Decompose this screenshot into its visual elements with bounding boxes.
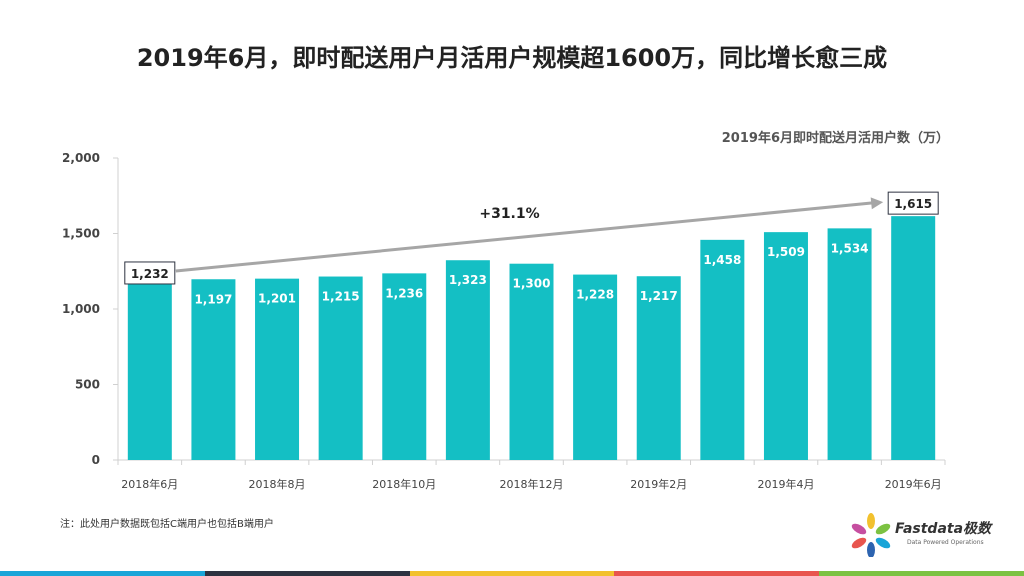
fastdata-logo: Fastdata极数 Data Powered Operations xyxy=(851,513,1011,561)
value-label-box xyxy=(887,191,939,215)
chart-title: 2019年6月，即时配送用户月活用户规模超1600万，同比增长愈三成 xyxy=(136,44,888,72)
bar xyxy=(763,232,808,460)
logo-name: Fastdata极数 xyxy=(895,521,992,537)
chart-series-label: 2019年6月即时配送月活用户数（万） xyxy=(721,131,949,146)
bar xyxy=(827,228,872,460)
footnote: 注：此处用户数据既包括C端用户也包括B端用户 xyxy=(60,519,274,530)
x-tick-label: 2018年10月 xyxy=(372,477,436,491)
x-tick-label: 2018年6月 xyxy=(121,477,178,491)
bar xyxy=(509,263,554,460)
value-label: 1,509 xyxy=(767,245,805,259)
bar xyxy=(127,273,172,460)
bar xyxy=(445,260,490,460)
flower-logo-icon xyxy=(851,513,891,558)
growth-arrow-head xyxy=(870,197,884,210)
bar xyxy=(700,239,745,460)
x-tick-label: 2019年4月 xyxy=(757,477,814,491)
x-tick-label: 2018年8月 xyxy=(249,477,306,491)
value-label: 1,215 xyxy=(322,290,360,304)
strip-segment-3 xyxy=(409,571,615,576)
bar xyxy=(191,279,236,460)
value-label: 1,201 xyxy=(258,292,296,306)
value-label-box xyxy=(124,261,176,285)
growth-annotation: +31.1% xyxy=(479,206,539,222)
value-label: 1,197 xyxy=(194,292,232,306)
value-label: 1,323 xyxy=(449,273,487,287)
strip-segment-1 xyxy=(0,571,205,576)
x-tick-label: 2018年12月 xyxy=(500,477,564,491)
value-label: 1,228 xyxy=(576,288,614,302)
value-label: 1,458 xyxy=(703,253,741,267)
bar xyxy=(573,274,618,460)
value-label: 1,615 xyxy=(894,197,932,211)
bar xyxy=(891,216,936,460)
value-label: 1,217 xyxy=(640,289,678,303)
bar xyxy=(382,273,427,460)
value-label: 1,236 xyxy=(385,286,423,300)
value-label: 1,300 xyxy=(513,277,551,291)
y-tick-label: 2,000 xyxy=(62,151,100,165)
y-tick-label: 500 xyxy=(75,378,100,392)
value-label: 1,534 xyxy=(831,241,869,255)
y-tick-label: 0 xyxy=(92,453,100,467)
x-tick-label: 2019年6月 xyxy=(885,477,942,491)
y-tick-label: 1,500 xyxy=(62,227,100,241)
logo-tagline: Data Powered Operations xyxy=(907,539,984,546)
bar xyxy=(636,276,681,460)
bottom-color-strip xyxy=(0,571,1024,576)
strip-segment-2 xyxy=(204,571,410,576)
growth-arrow-line xyxy=(175,201,876,273)
strip-segment-5 xyxy=(819,571,1024,576)
bar xyxy=(318,276,363,460)
x-tick-label: 2019年2月 xyxy=(630,477,687,491)
strip-segment-4 xyxy=(614,571,820,576)
value-label: 1,232 xyxy=(131,267,169,281)
y-tick-label: 1,000 xyxy=(62,302,100,316)
bar xyxy=(255,278,300,460)
